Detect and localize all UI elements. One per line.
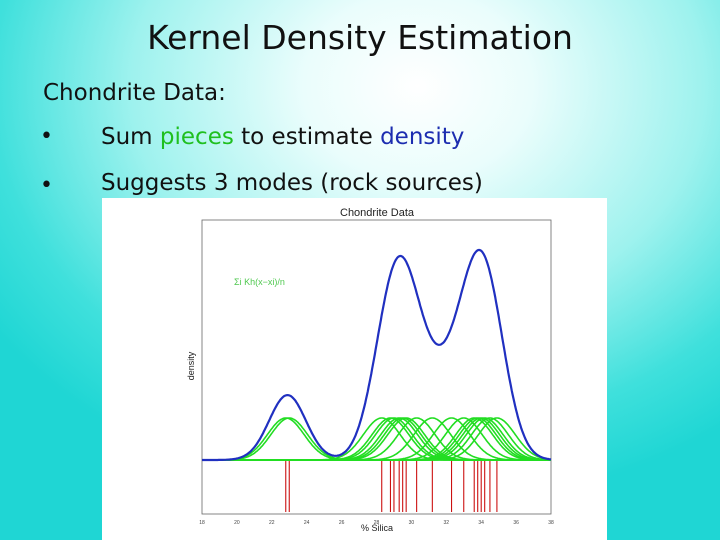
x-tick-label: 36 [513, 520, 519, 526]
x-tick-label: 24 [304, 520, 310, 526]
kde-plot: Chondrite Data density % Silica Σi Kh(x−… [186, 207, 554, 533]
figure-title: Chondrite Data [340, 207, 415, 219]
x-tick-label: 38 [548, 520, 554, 526]
x-tick-label: 32 [444, 520, 450, 526]
x-tick-label: 26 [339, 520, 345, 526]
legend-formula: Σi Kh(x−xi)/n [234, 277, 285, 287]
x-tick-label: 20 [234, 520, 240, 526]
x-tick-label: 34 [478, 520, 484, 526]
x-axis-label: % Silica [361, 523, 393, 533]
bullet-marker: • [40, 173, 53, 198]
x-tick-label: 18 [199, 520, 205, 526]
chondrite-data-heading: Chondrite Data: [43, 80, 226, 106]
pieces-word: pieces [159, 124, 234, 150]
x-tick-label: 22 [269, 520, 275, 526]
kernel-curves [202, 417, 552, 461]
bullet-sum-pieces: Sum pieces to estimate density [101, 124, 464, 150]
rug-marks [285, 460, 498, 512]
density-word: density [380, 124, 465, 150]
bullet-marker: • [40, 124, 53, 149]
bullet-three-modes: Suggests 3 modes (rock sources) [101, 170, 483, 196]
bullet-text: to estimate [233, 124, 381, 150]
kernel-curve [202, 417, 552, 461]
x-tick-label: 30 [409, 520, 415, 526]
density-curve [202, 248, 552, 462]
plot-frame [201, 219, 552, 515]
bullet-text: Sum [101, 124, 160, 150]
y-axis-label: density [186, 351, 196, 380]
chondrite-figure: Chondrite Data density % Silica Σi Kh(x−… [102, 198, 607, 540]
slide-title: Kernel Density Estimation [147, 18, 573, 57]
x-tick-label: 28 [374, 520, 380, 526]
x-tick-labels: 18 20 22 24 26 28 30 32 34 36 38 [199, 520, 554, 526]
